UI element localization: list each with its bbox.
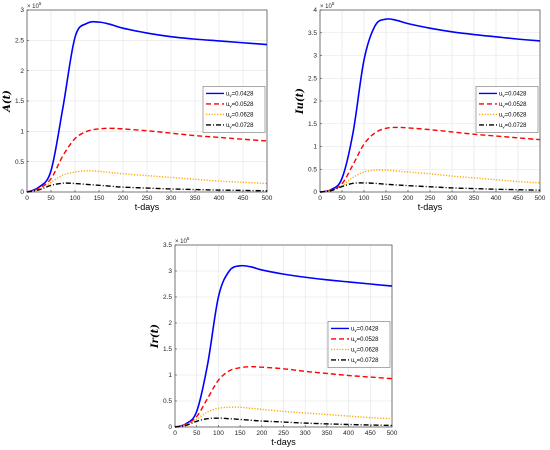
legend-label: uv=0.0528 (226, 102, 254, 109)
x-tick-label: 450 (365, 430, 376, 437)
legend-box (327, 321, 391, 368)
x-tick-label: 300 (300, 430, 311, 437)
x-tick-label: 450 (513, 195, 524, 202)
x-tick-label: 500 (262, 195, 273, 202)
y-tick-label: 2 (313, 98, 317, 105)
y-tick-label: 1.5 (15, 98, 24, 105)
y-tick-label: 1.5 (308, 121, 317, 128)
legend: uv=0.0428 uv=0.0528 uv=0.0628 uv=0.0728 (202, 86, 266, 133)
x-tick-label: 50 (338, 195, 346, 202)
y-tick-label: 4 (313, 7, 317, 14)
y-tick-label: 3.5 (308, 30, 317, 37)
legend-label: uv=0.0728 (499, 123, 527, 130)
chart-3: 0 50 100 150 200 250 300 350 400 450 500 0 0.5 1 1.5 2 2… (150, 236, 398, 447)
y-tick-label: 0.5 (163, 398, 172, 405)
x-tick-label: 500 (387, 430, 398, 437)
x-tick-label: 250 (425, 195, 436, 202)
x-axis-label: t-days (135, 202, 160, 212)
x-tick-label: 200 (403, 195, 414, 202)
x-tick-label: 0 (318, 195, 322, 202)
x-axis-label: t-days (271, 437, 296, 447)
x-tick-label: 450 (238, 195, 249, 202)
x-tick-label: 50 (47, 195, 55, 202)
x-tick-label: 200 (118, 195, 129, 202)
series-line-2 (174, 365, 393, 428)
legend-label: uv=0.0428 (351, 326, 379, 333)
y-tick-label: 1.5 (163, 346, 172, 353)
y-tick-label: 2.5 (163, 294, 172, 301)
x-tick-label: 150 (235, 430, 246, 437)
y-exponent-label: × 105 (27, 1, 42, 10)
legend-label: uv=0.0728 (351, 358, 379, 365)
series-line-4 (319, 182, 541, 193)
chart-2: 0 50 100 150 200 250 300 350 400 450 500 0 0.5 1 1.5 2 2… (295, 1, 546, 212)
legend-label: uv=0.0628 (351, 347, 379, 354)
y-tick-label: 0.5 (15, 159, 24, 166)
y-tick-label: 2 (20, 68, 24, 75)
y-exponent-label: × 105 (320, 1, 335, 10)
legend: uv=0.0428 uv=0.0528 uv=0.0628 uv=0.0728 (475, 86, 539, 133)
y-axis-label: A(t) (2, 90, 13, 113)
y-axis-label: Ir(t) (150, 324, 161, 349)
y-tick-label: 0 (168, 424, 172, 431)
y-tick-label: 2.5 (15, 38, 24, 45)
y-tick-label: 3.5 (163, 242, 172, 249)
x-tick-label: 500 (535, 195, 546, 202)
x-tick-label: 300 (166, 195, 177, 202)
y-tick-label: 3 (313, 53, 317, 60)
legend-label: uv=0.0428 (499, 91, 527, 98)
x-tick-label: 0 (25, 195, 29, 202)
x-tick-label: 100 (70, 195, 81, 202)
x-tick-label: 400 (214, 195, 225, 202)
x-axis-label: t-days (418, 202, 443, 212)
y-tick-label: 0.5 (308, 166, 317, 173)
y-tick-label: 2.5 (308, 75, 317, 82)
x-tick-label: 100 (213, 430, 224, 437)
y-exponent-label: × 105 (175, 236, 190, 245)
x-tick-label: 150 (94, 195, 105, 202)
x-tick-label: 250 (278, 430, 289, 437)
y-tick-label: 3 (168, 268, 172, 275)
x-tick-label: 100 (359, 195, 370, 202)
x-tick-label: 150 (381, 195, 392, 202)
x-tick-label: 0 (173, 430, 177, 437)
x-tick-label: 350 (321, 430, 332, 437)
y-tick-label: 1 (168, 372, 172, 379)
y-tick-label: 0 (20, 189, 24, 196)
x-tick-label: 350 (469, 195, 480, 202)
legend-label: uv=0.0528 (499, 102, 527, 109)
series-line-1 (26, 20, 268, 193)
x-tick-label: 350 (190, 195, 201, 202)
x-tick-label: 250 (142, 195, 153, 202)
legend: uv=0.0428 uv=0.0528 uv=0.0628 uv=0.0728 (327, 321, 391, 368)
x-tick-label: 300 (447, 195, 458, 202)
x-tick-label: 200 (256, 430, 267, 437)
y-tick-label: 1 (20, 129, 24, 136)
x-tick-label: 400 (343, 430, 354, 437)
chart-1: 0 50 100 150 200 250 300 350 400 450 500 0 0.5 1 1.5 2 2… (2, 1, 273, 212)
x-tick-label: 400 (491, 195, 502, 202)
legend-label: uv=0.0628 (226, 112, 254, 119)
y-axis-label: Iu(t) (295, 88, 306, 115)
y-tick-label: 3 (20, 7, 24, 14)
legend-label: uv=0.0428 (226, 91, 254, 98)
x-tick-label: 50 (193, 430, 201, 437)
legend-label: uv=0.0728 (226, 123, 254, 130)
legend-label: uv=0.0528 (351, 337, 379, 344)
y-tick-label: 1 (313, 144, 317, 151)
legend-label: uv=0.0628 (499, 112, 527, 119)
y-tick-label: 2 (168, 320, 172, 327)
y-tick-label: 0 (313, 189, 317, 196)
